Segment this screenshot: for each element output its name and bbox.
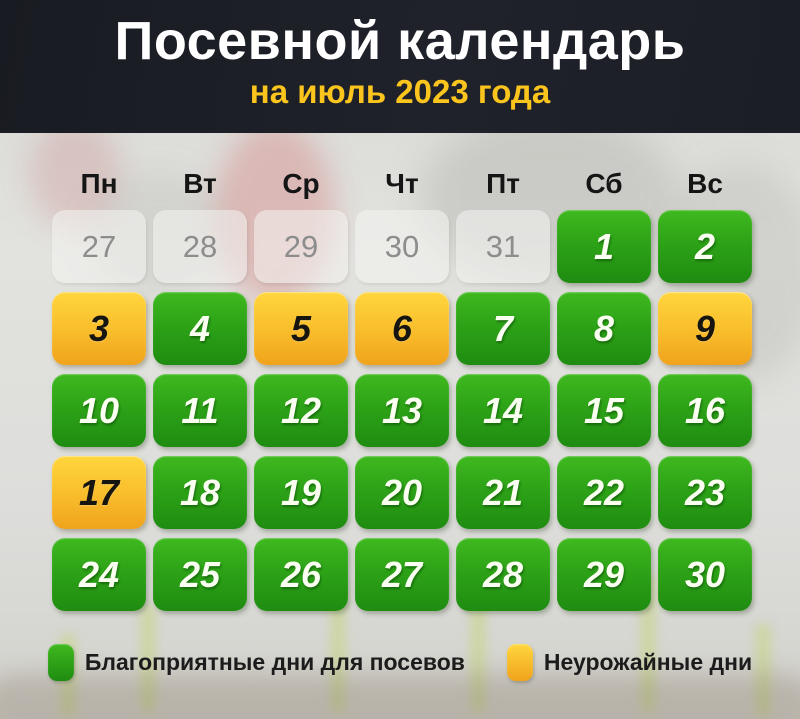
- calendar-day-cell: 13: [355, 374, 449, 447]
- calendar-day-cell: 1: [557, 210, 651, 283]
- weekday-label: Пн: [80, 168, 118, 199]
- calendar-day-cell: 12: [254, 374, 348, 447]
- weekday-label: Пт: [486, 168, 520, 199]
- calendar-day-cell: 15: [557, 374, 651, 447]
- weekday-header-row: Пн Вт Ср Чт Пт Сб Вс: [52, 166, 752, 202]
- legend-label-unfruitful: Неурожайные дни: [543, 649, 753, 675]
- weekday-label: Ср: [282, 168, 320, 199]
- calendar-day-cell: 24: [52, 538, 146, 611]
- calendar-day-cell: 3: [52, 292, 146, 365]
- seedling-sprout: [755, 623, 771, 718]
- calendar-day-cell: 16: [658, 374, 752, 447]
- weekday-label: Вс: [687, 168, 723, 199]
- calendar-day-cell: 20: [355, 456, 449, 529]
- unfruitful-day-swatch-icon: [506, 644, 533, 681]
- soil-band: [0, 674, 800, 719]
- weekday-label: Чт: [385, 168, 419, 199]
- legend-item-favorable: Благоприятные дни для посевов: [47, 644, 465, 681]
- poster-title: Посевной календарь: [114, 11, 686, 71]
- calendar-day-cell: 17: [52, 456, 146, 529]
- calendar-day-cell: 29: [557, 538, 651, 611]
- calendar: Пн Вт Ср Чт Пт Сб Вс 27 28 29 30 31 1 2 3 4 5 6 7 8 9 10 11 12…: [52, 166, 752, 611]
- favorable-day-swatch-icon: [47, 644, 74, 681]
- calendar-day-cell: 11: [153, 374, 247, 447]
- weekday-label: Вт: [183, 168, 217, 199]
- calendar-day-cell: 29: [254, 210, 348, 283]
- calendar-day-cell: 30: [355, 210, 449, 283]
- calendar-day-cell: 30: [658, 538, 752, 611]
- calendar-day-cell: 6: [355, 292, 449, 365]
- calendar-day-cell: 4: [153, 292, 247, 365]
- calendar-day-cell: 25: [153, 538, 247, 611]
- calendar-day-cell: 31: [456, 210, 550, 283]
- calendar-day-cell: 2: [658, 210, 752, 283]
- calendar-day-cell: 28: [456, 538, 550, 611]
- calendar-day-cell: 27: [355, 538, 449, 611]
- calendar-day-cell: 7: [456, 292, 550, 365]
- calendar-day-cell: 14: [456, 374, 550, 447]
- seedling-sprout: [470, 598, 486, 713]
- calendar-grid: 27 28 29 30 31 1 2 3 4 5 6 7 8 9 10 11 12 13 14 15 16 17 18 19 2…: [52, 210, 752, 611]
- calendar-day-cell: 19: [254, 456, 348, 529]
- poster-subtitle: на июль 2023 года: [249, 73, 551, 110]
- calendar-day-cell: 21: [456, 456, 550, 529]
- calendar-day-cell: 10: [52, 374, 146, 447]
- calendar-day-cell: 22: [557, 456, 651, 529]
- calendar-day-cell: 9: [658, 292, 752, 365]
- calendar-day-cell: 28: [153, 210, 247, 283]
- calendar-day-cell: 18: [153, 456, 247, 529]
- legend: Благоприятные дни для посевов Неурожайны…: [0, 644, 800, 681]
- calendar-day-cell: 23: [658, 456, 752, 529]
- calendar-day-cell: 26: [254, 538, 348, 611]
- seedling-sprout: [140, 603, 156, 713]
- poster-header: Посевной календарь на июль 2023 года: [0, 0, 800, 133]
- seedling-sprout: [330, 583, 346, 713]
- legend-label-favorable: Благоприятные дни для посевов: [84, 649, 465, 675]
- weekday-label: Сб: [585, 168, 623, 199]
- calendar-day-cell: 5: [254, 292, 348, 365]
- calendar-day-cell: 8: [557, 292, 651, 365]
- legend-item-unfruitful: Неурожайные дни: [506, 644, 753, 681]
- calendar-day-cell: 27: [52, 210, 146, 283]
